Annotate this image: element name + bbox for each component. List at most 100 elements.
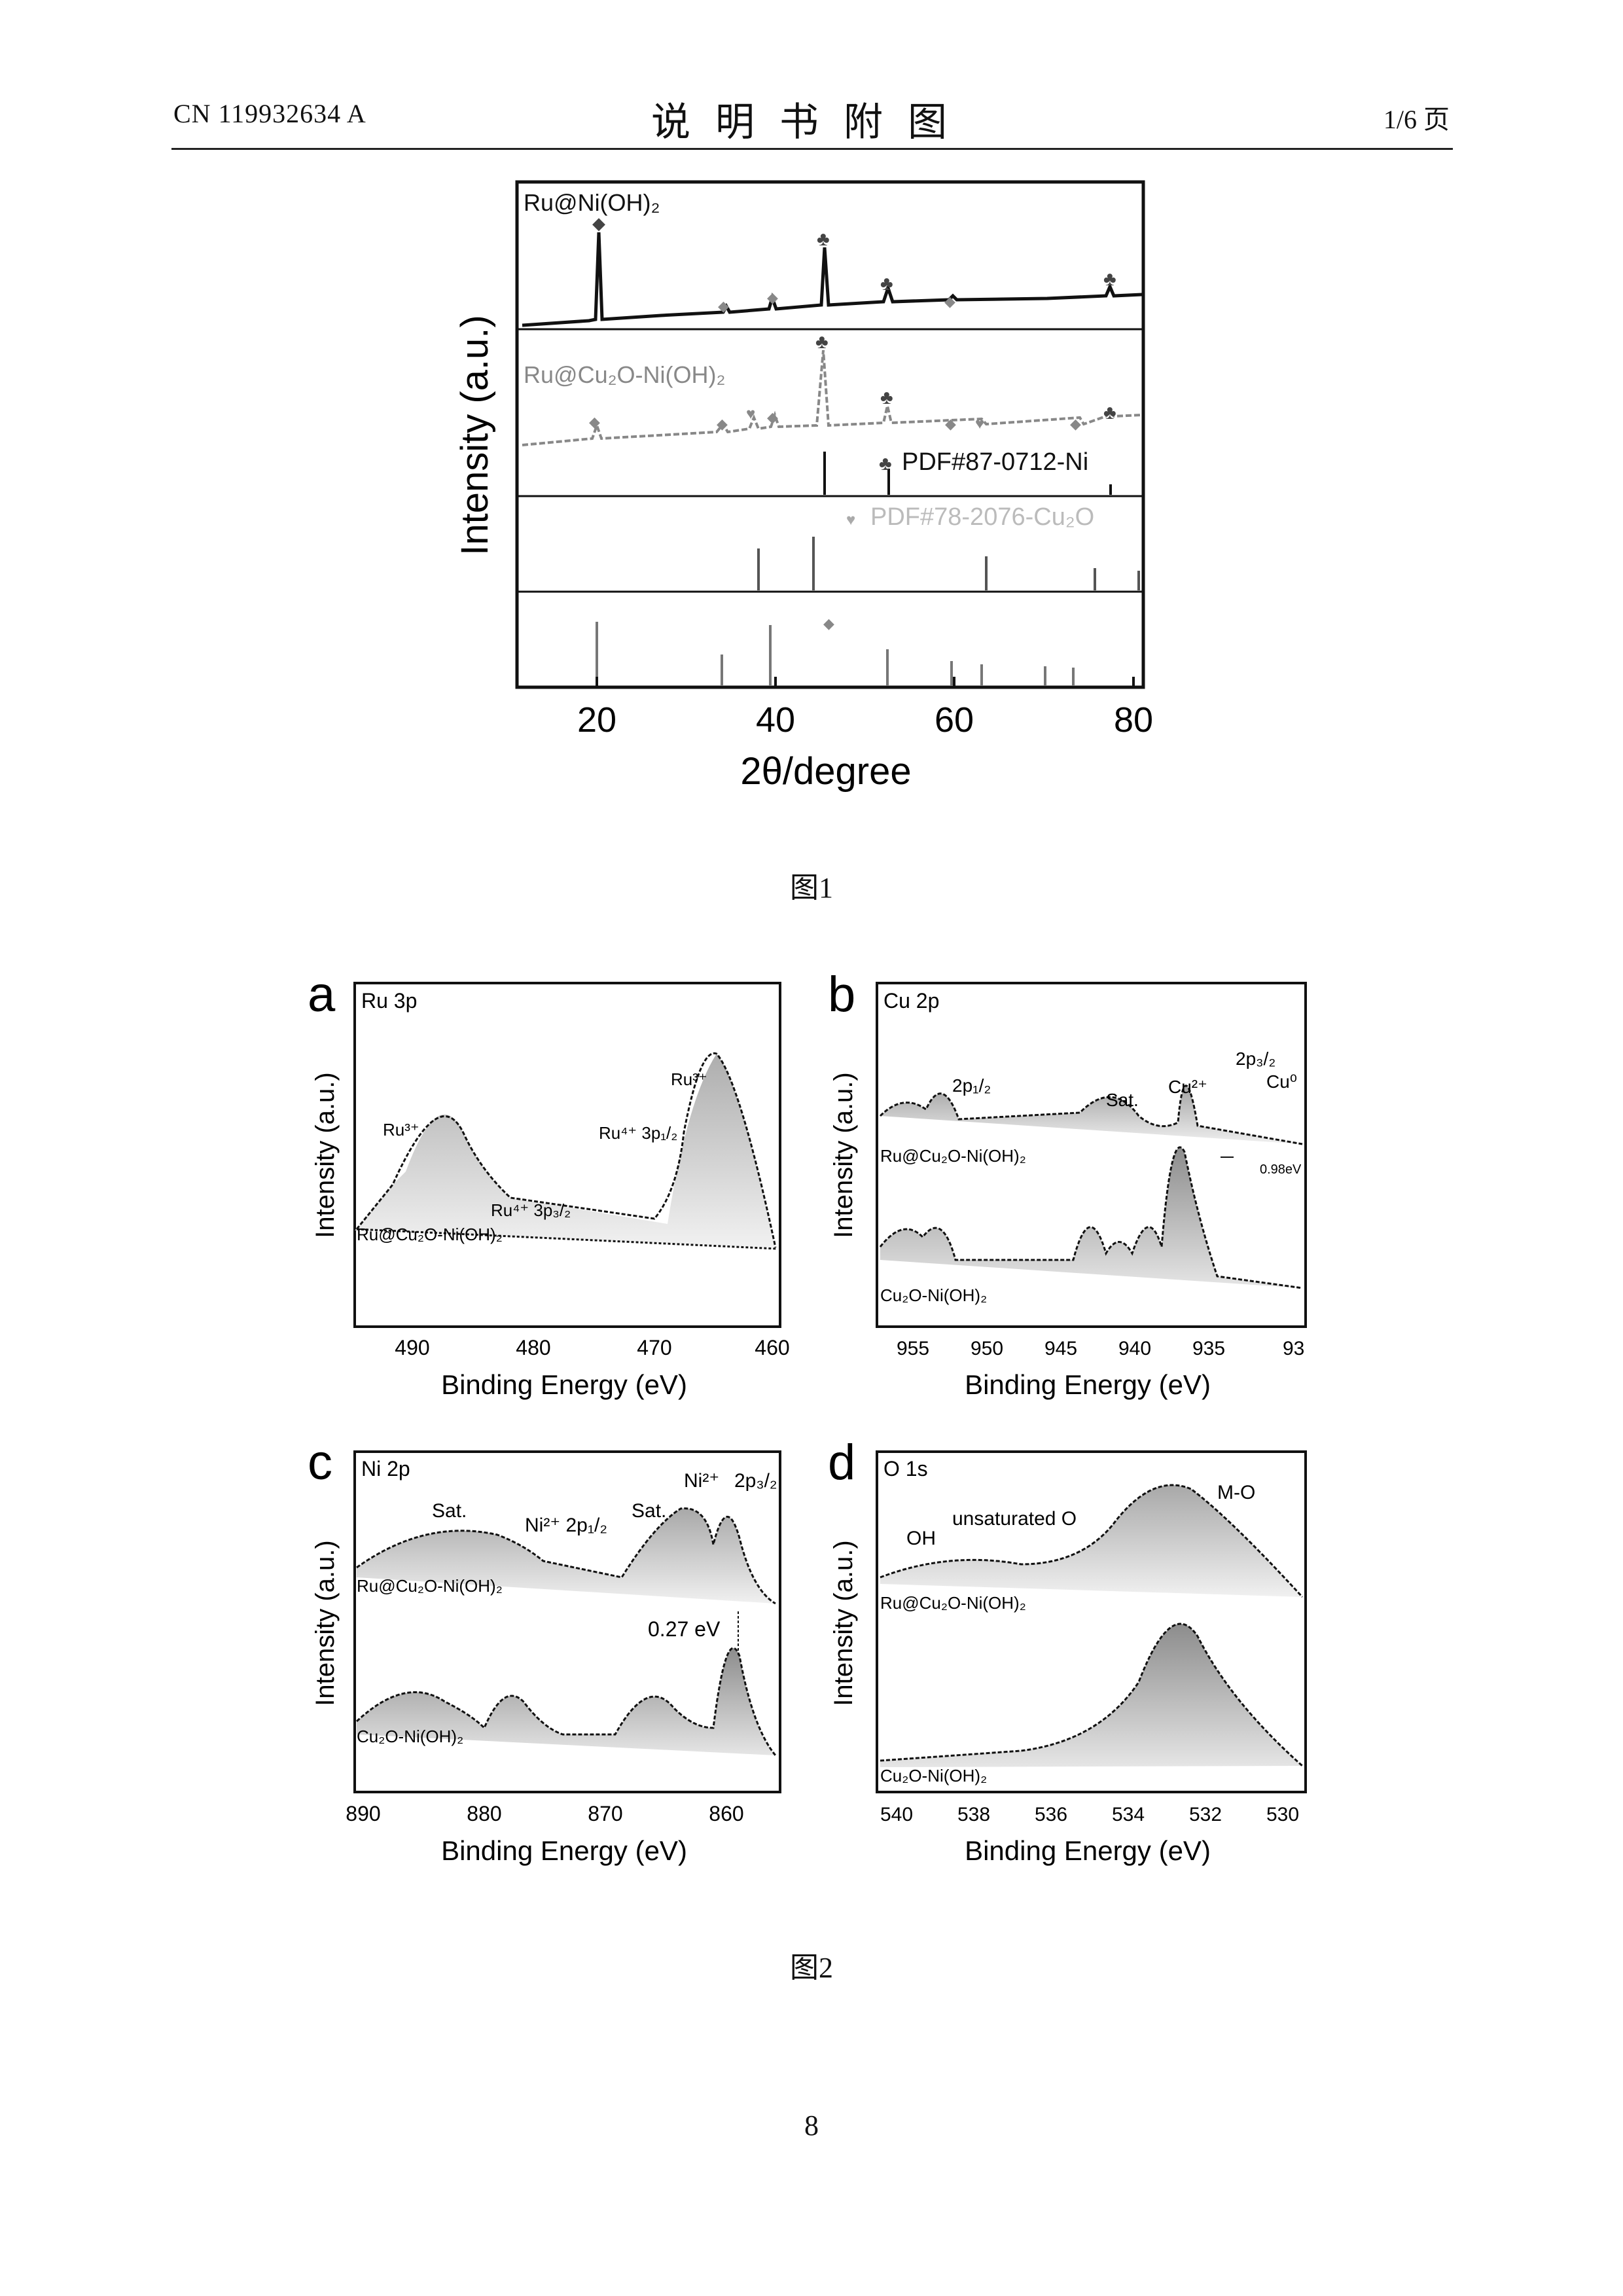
panel-d-xtick: 532 bbox=[1189, 1804, 1222, 1825]
panel-a-curve bbox=[355, 1052, 777, 1248]
panel-b-xtick: 93 bbox=[1283, 1338, 1304, 1359]
marker-cu2o-icon: ♥ bbox=[975, 415, 984, 433]
fig1-label-ref-ni: PDF#87-0712-Ni bbox=[902, 448, 1088, 476]
panel-a-title: Ru 3p bbox=[361, 989, 417, 1013]
panel-a-letter: a bbox=[308, 967, 336, 1022]
fig1-xtick-label: 60 bbox=[935, 700, 974, 740]
panel-b-top-fill bbox=[880, 1085, 1302, 1144]
panel-a-xtick: 460 bbox=[755, 1336, 789, 1359]
marker-ni-icon: ♣ bbox=[1103, 402, 1116, 423]
panel-d-unsat: unsaturated O bbox=[952, 1508, 1077, 1530]
figure-2-panel-a: a Ru 3p Ru³⁺ Ru⁴⁺ 3p₃/₂ Ru³⁺ Ru⁴⁺ 3p₁/₂ … bbox=[308, 967, 790, 1400]
panel-d-oh: OH bbox=[906, 1528, 936, 1549]
panel-d-yaxis-title: Intensity (a.u.) bbox=[829, 1540, 858, 1706]
panel-c-bottom-curve bbox=[355, 1647, 777, 1756]
marker-nioh2-icon: ◆ bbox=[718, 298, 729, 314]
fig1-frame bbox=[515, 180, 1145, 689]
panel-d-xtick: 536 bbox=[1035, 1804, 1067, 1825]
fig1-xtick-label: 40 bbox=[756, 700, 795, 740]
panel-d-bottom-fill bbox=[880, 1624, 1302, 1767]
panel-c-ni2p12: Ni²⁺ 2p₁/₂ bbox=[525, 1515, 607, 1536]
panel-a-ru3-right: Ru³⁺ bbox=[671, 1069, 707, 1089]
fig1-xaxis-title: 2θ/degree bbox=[740, 750, 911, 793]
panel-c-xtick: 890 bbox=[346, 1802, 380, 1825]
figure-2-panel-c: c Ni 2p Sat. Ni²⁺ 2p₁/₂ Sat. Ni²⁺ 2p₃/₂ … bbox=[308, 1435, 781, 1866]
panel-c-sample-top: Ru@Cu₂O-Ni(OH)₂ bbox=[357, 1576, 503, 1596]
panel-a-xtick: 480 bbox=[516, 1336, 550, 1359]
marker-ni-icon: ♣ bbox=[815, 331, 829, 353]
panel-c-xtick: 880 bbox=[467, 1802, 501, 1825]
marker-cu2o-icon: ♥ bbox=[746, 405, 755, 423]
fig1-yaxis-title: Intensity (a.u.) bbox=[454, 315, 496, 555]
panel-c-top-fill bbox=[357, 1508, 776, 1604]
figure-1-caption: 图1 bbox=[790, 872, 833, 904]
marker-nioh2-icon: ◆ bbox=[589, 414, 600, 430]
panel-b-xtick: 945 bbox=[1044, 1338, 1077, 1359]
panel-b-bottom-fill bbox=[880, 1147, 1302, 1288]
panel-b-shift: 0.98eV bbox=[1260, 1162, 1302, 1177]
marker-nioh2-icon: ◆ bbox=[944, 293, 955, 310]
fig1-xaxis-ticks bbox=[596, 677, 1135, 686]
panel-d-xtick: 540 bbox=[880, 1804, 913, 1825]
fig1-curve-ru-cu2o-nioh2 bbox=[522, 350, 1143, 446]
panel-d-frame bbox=[876, 1450, 1307, 1793]
panel-b-xtick: 950 bbox=[971, 1338, 1003, 1359]
panel-c-letter: c bbox=[308, 1435, 332, 1490]
figure-2-panel-d: d O 1s OH unsaturated O M-O Ru@Cu₂O-Ni(O… bbox=[828, 1435, 1307, 1866]
panel-c-xaxis-title: Binding Energy (eV) bbox=[441, 1835, 687, 1866]
panel-b-frame bbox=[876, 982, 1307, 1328]
panel-b-xtick: 935 bbox=[1192, 1338, 1225, 1359]
marker-nioh2-icon: ◆ bbox=[945, 416, 956, 432]
marker-nioh2-icon: ◆ bbox=[823, 615, 834, 632]
fig1-xtick-label: 80 bbox=[1114, 700, 1153, 740]
marker-nioh2-icon: ◆ bbox=[767, 289, 778, 306]
fig1-label-sample1: Ru@Ni(OH)₂ bbox=[524, 189, 660, 216]
panel-b-sample-bottom: Cu₂O-Ni(OH)₂ bbox=[880, 1285, 987, 1305]
panel-b-xtick: 940 bbox=[1118, 1338, 1151, 1359]
panel-a-xaxis-title: Binding Energy (eV) bbox=[441, 1369, 687, 1400]
panel-d-bottom-curve bbox=[880, 1623, 1303, 1767]
panel-d-sample-top: Ru@Cu₂O-Ni(OH)₂ bbox=[880, 1593, 1026, 1613]
panel-b-xtick: 955 bbox=[897, 1338, 929, 1359]
panel-b-2p32: 2p₃/₂ bbox=[1236, 1049, 1275, 1069]
panel-b-2p12: 2p₁/₂ bbox=[952, 1075, 991, 1096]
panel-c-title: Ni 2p bbox=[361, 1457, 410, 1480]
panel-a-frame bbox=[353, 982, 781, 1328]
panel-a-fill bbox=[355, 1054, 776, 1247]
fig1-xtick-label: 20 bbox=[577, 700, 616, 740]
panel-b-cu2: Cu²⁺ bbox=[1168, 1077, 1207, 1097]
marker-nioh2-icon: ◆ bbox=[592, 213, 605, 233]
header-rule bbox=[171, 148, 1453, 150]
panel-b-bottom-curve bbox=[879, 1146, 1303, 1289]
panel-d-xtick: 534 bbox=[1112, 1804, 1145, 1825]
figure-2-caption: 图2 bbox=[790, 1952, 833, 1984]
marker-nioh2-icon: ◆ bbox=[717, 416, 728, 432]
panel-b-xaxis-title: Binding Energy (eV) bbox=[965, 1369, 1211, 1400]
panel-d-title: O 1s bbox=[883, 1457, 928, 1480]
panel-d-mo: M-O bbox=[1217, 1482, 1255, 1503]
panel-a-baseline bbox=[356, 1228, 778, 1250]
panel-b-sample-top: Ru@Cu₂O-Ni(OH)₂ bbox=[880, 1146, 1026, 1166]
panel-d-xaxis-title: Binding Energy (eV) bbox=[965, 1835, 1211, 1866]
panel-c-xtick: 870 bbox=[588, 1802, 622, 1825]
panel-c-xtick: 860 bbox=[709, 1802, 743, 1825]
marker-ni-icon: ♣ bbox=[880, 387, 893, 408]
panel-a-xtick: 470 bbox=[637, 1336, 671, 1359]
panel-c-top-curve bbox=[356, 1507, 776, 1605]
page-count: 1/6 页 bbox=[1383, 105, 1450, 134]
panel-c-sample-bottom: Cu₂O-Ni(OH)₂ bbox=[357, 1727, 463, 1746]
section-title: 说明书附图 bbox=[651, 101, 972, 144]
panel-b-letter: b bbox=[828, 967, 855, 1022]
panel-c-ni2: Ni²⁺ bbox=[684, 1470, 719, 1492]
fig1-label-sample2: Ru@Cu₂O-Ni(OH)₂ bbox=[524, 361, 726, 388]
fig1-peak-markers: ◆ ◆ ◆ ♣ ♣ ◆ ♣ ♣ ♣ ♣ ◆ ◆ ♥ ◆ ◆ ♥ ◆ ♣ ♥ ◆ bbox=[589, 213, 1116, 632]
panel-c-bottom-fill bbox=[357, 1648, 776, 1755]
marker-cu2o-icon: ♥ bbox=[846, 511, 855, 529]
panel-a-ru3-left: Ru³⁺ bbox=[383, 1120, 419, 1139]
panel-c-frame bbox=[353, 1450, 781, 1793]
panel-b-title: Cu 2p bbox=[883, 989, 939, 1013]
page-number: 8 bbox=[804, 2109, 819, 2142]
marker-ni-icon: ♣ bbox=[1103, 268, 1116, 290]
panel-b-top-curve bbox=[879, 1085, 1303, 1145]
